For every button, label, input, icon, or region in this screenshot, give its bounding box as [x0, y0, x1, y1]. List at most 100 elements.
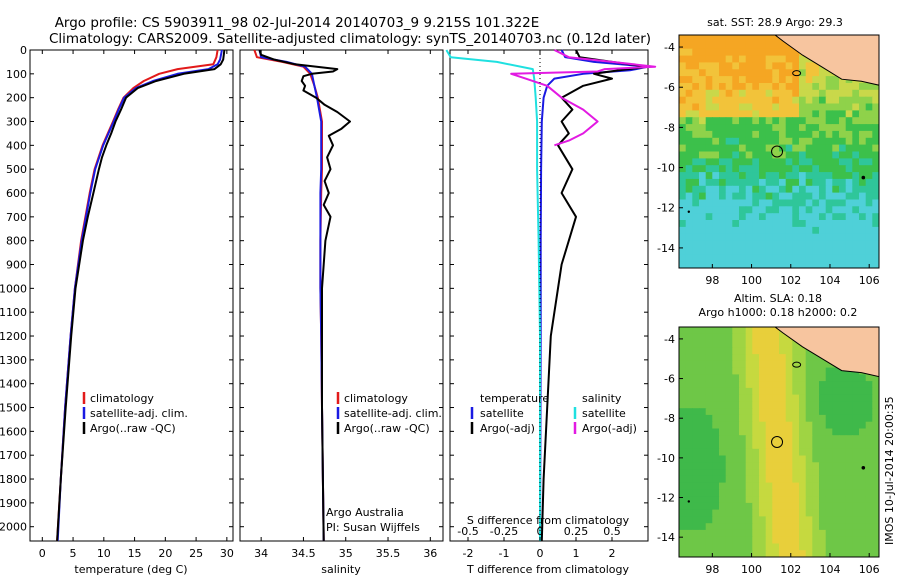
map-cell — [812, 254, 820, 262]
map-cell — [779, 233, 787, 242]
map-cell — [805, 213, 813, 221]
map-cell — [825, 192, 833, 201]
map-cell — [705, 340, 713, 348]
map-cell — [865, 83, 873, 91]
map-cell — [785, 130, 793, 139]
map-cell — [805, 226, 813, 235]
map-cell — [739, 220, 747, 228]
map-cell — [712, 144, 720, 153]
map-cell — [745, 448, 753, 457]
map-cell — [812, 199, 820, 207]
map-cell — [845, 158, 853, 166]
map-cell — [772, 62, 780, 70]
map-cell — [859, 192, 867, 201]
map-cell — [759, 536, 767, 545]
map-cell — [692, 158, 700, 166]
map-cell — [792, 124, 800, 132]
map-cell — [739, 192, 747, 201]
legend-temperature-heading: temperature — [480, 392, 549, 405]
map-cell — [719, 502, 727, 511]
map-cell — [725, 192, 733, 201]
owner-line1: Argo Australia — [326, 506, 404, 519]
x2-tick-label: 0 — [537, 525, 544, 538]
map-cell — [692, 41, 700, 50]
map-cell — [692, 226, 700, 235]
map-cell — [705, 347, 713, 355]
map-cell — [732, 428, 740, 436]
map-cell — [732, 185, 740, 194]
map-cell — [819, 523, 827, 531]
map-cell — [679, 41, 687, 50]
map-cell — [692, 414, 700, 423]
map-cell — [685, 185, 693, 194]
map-cell — [719, 172, 727, 180]
map-cell — [839, 381, 847, 389]
map-cell — [825, 226, 833, 235]
map-cell — [825, 158, 833, 166]
map-cell — [719, 124, 727, 132]
map-cell — [705, 455, 713, 463]
map-cell — [799, 523, 807, 531]
map-cell — [679, 523, 687, 531]
map-cell — [779, 462, 787, 470]
map-cell — [812, 117, 820, 125]
map-cell — [839, 489, 847, 497]
map-cell — [805, 516, 813, 524]
map-cell — [699, 448, 707, 457]
map-cell — [819, 448, 827, 457]
map-cell — [845, 178, 853, 187]
map-cell — [725, 367, 733, 375]
x-tick-label: 2 — [609, 547, 616, 560]
map-cell — [805, 509, 813, 517]
map-cell — [752, 523, 760, 531]
map-cell — [679, 55, 687, 64]
map-cell — [725, 489, 733, 497]
map-cell — [819, 220, 827, 228]
map-cell — [772, 165, 780, 173]
map-cell — [779, 247, 787, 255]
map-cell — [725, 482, 733, 490]
map-cell — [779, 192, 787, 201]
map-cell — [832, 374, 840, 382]
map-cell — [725, 130, 733, 139]
map-cell — [725, 199, 733, 207]
map-cell — [752, 117, 760, 125]
map-cell — [839, 240, 847, 249]
map-cell — [792, 374, 800, 382]
map-cell — [679, 35, 687, 43]
map-cell — [852, 421, 860, 430]
map-cell — [765, 394, 773, 402]
map-cell — [765, 213, 773, 221]
map-cell — [739, 144, 747, 153]
map-cell — [792, 137, 800, 146]
map-cell — [825, 502, 833, 511]
map-cell — [845, 421, 853, 430]
map-cell — [719, 220, 727, 228]
map-cell — [799, 83, 807, 91]
map-cell — [772, 130, 780, 139]
map-cell — [765, 130, 773, 139]
map-cell — [845, 502, 853, 511]
map-cell — [685, 462, 693, 470]
map-cell — [699, 254, 707, 262]
map-cell — [739, 435, 747, 443]
map-cell — [799, 360, 807, 369]
map-cell — [859, 448, 867, 457]
map-cell — [692, 550, 700, 557]
map-cell — [765, 509, 773, 517]
map-cell — [719, 110, 727, 118]
map-cell — [745, 516, 753, 524]
map-cell — [759, 254, 767, 262]
map-cell — [705, 96, 713, 105]
y-tick-label: 2000 — [0, 521, 27, 534]
map-cell — [712, 48, 720, 57]
legend-label-satellite: satellite-adj. clim. — [344, 407, 442, 420]
map-cell — [712, 421, 720, 430]
map-cell — [805, 172, 813, 180]
map-cell — [765, 158, 773, 166]
map-cell — [819, 482, 827, 490]
map-cell — [745, 394, 753, 402]
map-cell — [732, 482, 740, 490]
map-cell — [779, 340, 787, 348]
